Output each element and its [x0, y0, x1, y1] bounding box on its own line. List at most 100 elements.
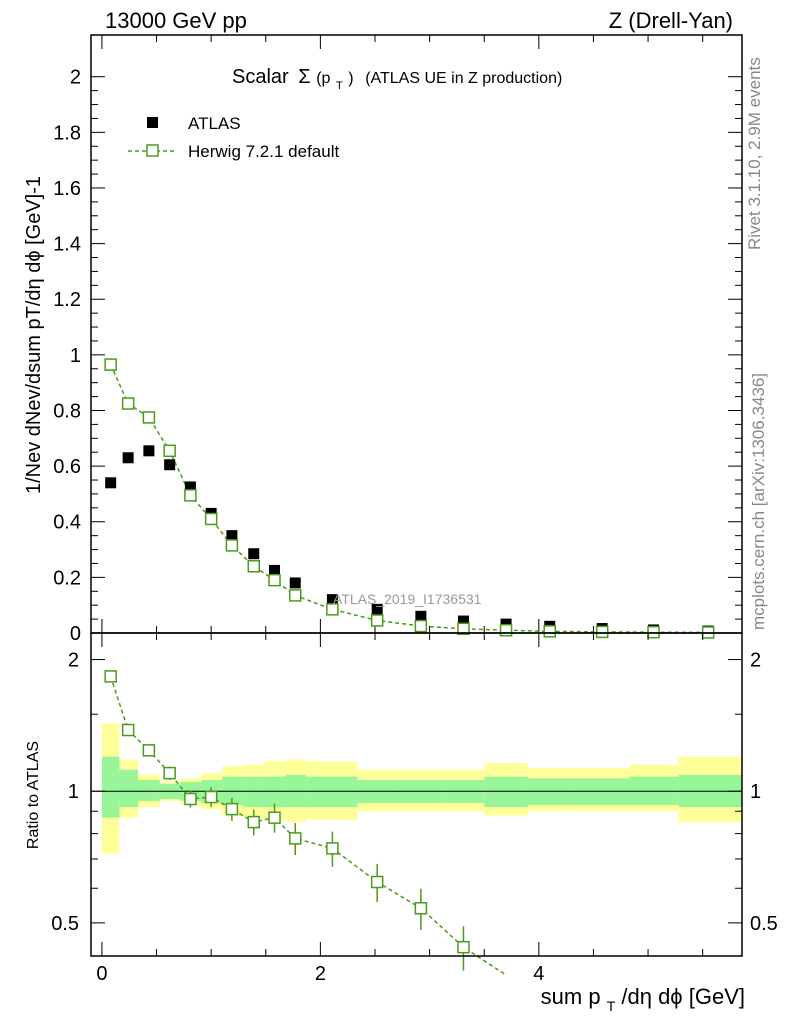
x-tick-label: 2: [315, 963, 326, 985]
ratio-y-tick-label: 1: [68, 781, 79, 803]
main-y-axis-label: 1/Nev dNev/dsum pT/dη dϕ [GeV]-1: [23, 176, 45, 494]
ratio-y-tick-label-right: 1: [750, 781, 761, 803]
legend-atlas-marker: [147, 117, 158, 128]
herwig-data-point: [414, 619, 428, 633]
atlas-data-point: [184, 481, 196, 493]
inner-uncertainty-band: [101, 756, 120, 818]
rivet-version-label: Rivet 3.1.10, 2.9M events: [745, 57, 764, 250]
herwig-data-point: [163, 444, 176, 458]
title-prefix: Scalar: [232, 66, 289, 88]
main-y-tick-label: 1: [70, 345, 81, 367]
x-axis-label-prefix: sum p: [541, 984, 601, 1009]
ratio-data-point: [225, 802, 239, 816]
atlas-data-point: [457, 615, 469, 627]
inner-uncertainty-band: [263, 776, 286, 808]
herwig-data-point: [457, 622, 470, 636]
main-y-tick-label: 1.6: [53, 178, 81, 200]
title-suffix: (ATLAS UE in Z production): [365, 70, 562, 87]
ratio-plot-ticks: [91, 633, 742, 956]
legend-herwig-marker: [146, 144, 159, 157]
x-axis-label-sub: T: [607, 998, 616, 1014]
ratio-plot-tick-labels: 0.5 0.5 1 1 2 2 0 2 4: [51, 650, 778, 985]
herwig-data-point: [225, 539, 239, 552]
ratio-data-point: [204, 790, 218, 804]
inner-uncertainty-band: [306, 776, 358, 808]
title-sub-t: T: [336, 80, 343, 92]
herwig-data-point: [104, 358, 117, 371]
title-symbol: Σ: [298, 66, 310, 88]
analysis-watermark: ATLAS_2019_I1736531: [333, 591, 482, 607]
herwig-data-point: [543, 625, 557, 638]
atlas-data-point: [164, 459, 176, 471]
ratio-data-point: [142, 744, 156, 757]
ratio-data-point: [184, 792, 197, 806]
ratio-y-tick-label: 2: [68, 650, 79, 672]
inner-uncertainty-band: [119, 769, 138, 808]
main-y-tick-label: 0.4: [53, 512, 81, 534]
x-axis-label-suffix: /dη dϕ [GeV]: [621, 984, 745, 1009]
ratio-data-point: [121, 723, 135, 737]
ratio-y-tick-label-right: 2: [750, 650, 761, 672]
main-y-tick-label: 0.2: [53, 567, 81, 589]
inner-uncertainty-band: [484, 776, 528, 808]
main-y-tick-label: 0: [70, 623, 81, 645]
ratio-data-point: [247, 815, 260, 829]
herwig-data-point: [247, 559, 260, 573]
title-sub-close: ): [348, 70, 353, 87]
ratio-y-tick-label: 0.5: [51, 913, 79, 935]
ratio-data-point: [370, 875, 384, 889]
x-tick-label: 4: [533, 963, 544, 985]
atlas-data-point: [226, 530, 238, 542]
svg-text:Scalar Σ (p: Scalar Σ (p T ) (ATLAS UE in Z productio…: [232, 66, 562, 94]
ratio-data-point: [289, 832, 302, 845]
ratio-data-point: [268, 811, 281, 824]
atlas-data-point: [289, 577, 301, 589]
herwig-data-point: [647, 625, 660, 639]
plot-title: Scalar Σ (p T ) (ATLAS UE in Z productio…: [232, 66, 562, 94]
x-tick-label: 0: [96, 963, 107, 985]
herwig-data-point: [499, 623, 513, 637]
herwig-data-point: [204, 512, 218, 526]
ratio-herwig-line: [109, 676, 507, 976]
ratio-uncertainty-bands: [101, 723, 742, 854]
legend-herwig-label: Herwig 7.2.1 default: [188, 142, 339, 161]
main-plot-ticks: [91, 35, 742, 634]
x-axis-label: sum p T /dη dϕ [GeV]: [541, 984, 745, 1016]
ratio-plot-frame: [90, 632, 743, 957]
legend: ATLAS Herwig 7.2.1 default: [128, 114, 339, 161]
main-plot-tick-labels: 0 0.2 0.4 0.6 0.8 1 1.2 1.4 1.6 1.8 2: [53, 67, 81, 645]
ratio-data-point: [414, 902, 428, 915]
ratio-y-tick-label-right: 0.5: [750, 913, 778, 935]
atlas-data-point: [248, 548, 260, 560]
herwig-data-point: [184, 489, 197, 502]
main-y-tick-label: 1.2: [53, 289, 81, 311]
inner-uncertainty-band: [137, 780, 160, 801]
ratio-data-point: [163, 766, 176, 780]
atlas-markers: [105, 445, 714, 637]
atlas-data-point: [122, 452, 134, 464]
atlas-data-point: [143, 445, 155, 457]
atlas-data-point: [105, 477, 117, 489]
header-process-label: Z (Drell-Yan): [609, 8, 733, 33]
header-beam-label: 13000 GeV pp: [105, 8, 247, 33]
inner-uncertainty-band: [242, 776, 264, 808]
title-sub-open: (p: [316, 70, 330, 87]
atlas-data-point: [415, 610, 427, 622]
main-y-tick-label: 0.8: [53, 400, 81, 422]
ratio-data-point: [104, 670, 117, 683]
herwig-data-point: [326, 603, 339, 616]
main-y-tick-label: 1.4: [53, 234, 81, 256]
main-y-tick-label: 0.6: [53, 456, 81, 478]
ratio-data-point: [326, 842, 339, 855]
ratio-y-axis-label: Ratio to ATLAS: [25, 741, 42, 849]
ratio-herwig-markers: [104, 670, 470, 971]
legend-atlas-label: ATLAS: [188, 114, 241, 133]
main-y-tick-label: 2: [70, 67, 81, 89]
herwig-data-point: [289, 589, 302, 602]
mcplots-credit-label: mcplots.cern.ch [arXiv:1306.3436]: [749, 373, 768, 630]
atlas-data-point: [371, 603, 383, 615]
herwig-data-point: [121, 397, 135, 410]
herwig-data-point: [370, 614, 384, 627]
herwig-data-point: [142, 411, 156, 424]
